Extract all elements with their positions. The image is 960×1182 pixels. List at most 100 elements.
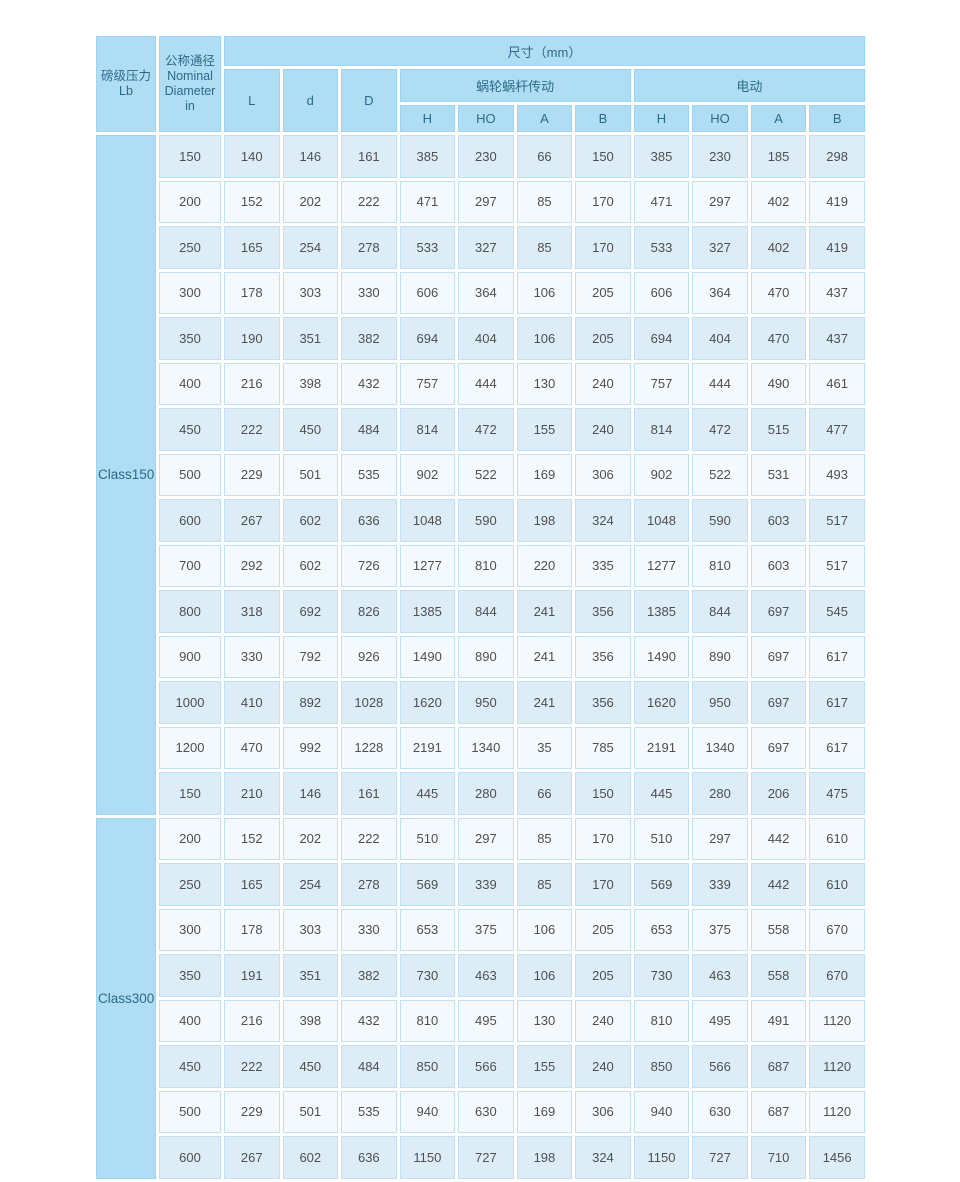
value-cell: 517: [809, 499, 865, 542]
value-cell: 558: [750, 908, 807, 951]
table-row: 300 178 303 330 653 375 106 205 653 375 558 670: [96, 908, 865, 951]
value-cell: 155: [516, 408, 573, 451]
value-cell: 636: [341, 499, 397, 542]
value-cell: 475: [809, 772, 865, 815]
value-cell: 165: [224, 863, 280, 906]
table-row: 250 165 254 278 533 327 85 170 533 327 402 419: [96, 226, 865, 269]
value-cell: 330: [341, 908, 397, 951]
table-row: 350 191 351 382 730 463 106 205 730 463 558 670: [96, 954, 865, 997]
value-cell: 240: [575, 1045, 631, 1088]
value-cell: 85: [516, 180, 573, 223]
value-cell: 165: [224, 226, 280, 269]
value-cell: 630: [458, 1090, 514, 1133]
value-cell: 375: [458, 908, 514, 951]
value-cell: 727: [458, 1136, 514, 1179]
diameter-cell: 450: [159, 408, 221, 451]
value-cell: 463: [692, 954, 748, 997]
value-cell: 630: [692, 1090, 748, 1133]
value-cell: 697: [750, 635, 807, 678]
value-cell: 169: [516, 453, 573, 496]
value-cell: 106: [516, 954, 573, 997]
diameter-cell: 500: [159, 1090, 221, 1133]
value-cell: 470: [224, 726, 280, 769]
diameter-cell: 250: [159, 226, 221, 269]
value-cell: 710: [750, 1136, 807, 1179]
value-cell: 306: [575, 453, 631, 496]
value-cell: 330: [341, 271, 397, 314]
value-cell: 472: [458, 408, 514, 451]
value-cell: 146: [282, 772, 339, 815]
header-electric-HO: HO: [692, 105, 748, 132]
value-cell: 437: [809, 271, 865, 314]
value-cell: 810: [692, 544, 748, 587]
value-cell: 152: [224, 817, 280, 860]
value-cell: 1120: [809, 999, 865, 1042]
value-cell: 85: [516, 226, 573, 269]
value-cell: 140: [224, 135, 280, 178]
table-row: 600 267 602 636 1150 727 198 324 1150 727 710 1456: [96, 1136, 865, 1179]
value-cell: 306: [575, 1090, 631, 1133]
value-cell: 278: [341, 863, 397, 906]
value-cell: 364: [692, 271, 748, 314]
value-cell: 375: [692, 908, 748, 951]
value-cell: 890: [458, 635, 514, 678]
value-cell: 533: [633, 226, 690, 269]
value-cell: 267: [224, 1136, 280, 1179]
table-row: 450 222 450 484 814 472 155 240 814 472 515 477: [96, 408, 865, 451]
table-row: 500 229 501 535 902 522 169 306 902 522 531 493: [96, 453, 865, 496]
value-cell: 185: [750, 135, 807, 178]
value-cell: 950: [692, 681, 748, 724]
value-cell: 590: [458, 499, 514, 542]
header-worm-A: A: [516, 105, 573, 132]
diameter-cell: 450: [159, 1045, 221, 1088]
value-cell: 493: [809, 453, 865, 496]
table-row: 450 222 450 484 850 566 155 240 850 566 687 1120: [96, 1045, 865, 1088]
value-cell: 495: [458, 999, 514, 1042]
value-cell: 202: [282, 180, 339, 223]
header-worm-B: B: [575, 105, 631, 132]
value-cell: 617: [809, 681, 865, 724]
diameter-cell: 200: [159, 180, 221, 223]
value-cell: 297: [458, 180, 514, 223]
value-cell: 254: [282, 863, 339, 906]
value-cell: 670: [809, 908, 865, 951]
value-cell: 385: [399, 135, 456, 178]
value-cell: 902: [633, 453, 690, 496]
value-cell: 694: [399, 317, 456, 360]
header-row-1: 磅级压力 Lb 公称通径 Nominal Diameter in 尺寸（mm）: [96, 36, 865, 132]
table-row: 200 152 202 222 471 297 85 170 471 297 402 419: [96, 180, 865, 223]
value-cell: 402: [750, 180, 807, 223]
value-cell: 442: [750, 863, 807, 906]
value-cell: 382: [341, 954, 397, 997]
value-cell: 280: [692, 772, 748, 815]
table-row: 150 210 146 161 445 280 66 150 445 280 206 475: [96, 772, 865, 815]
value-cell: 602: [282, 1136, 339, 1179]
value-cell: 161: [341, 772, 397, 815]
value-cell: 216: [224, 999, 280, 1042]
value-cell: 470: [750, 317, 807, 360]
value-cell: 432: [341, 362, 397, 405]
diameter-cell: 1200: [159, 726, 221, 769]
value-cell: 471: [633, 180, 690, 223]
value-cell: 617: [809, 726, 865, 769]
value-cell: 727: [692, 1136, 748, 1179]
diameter-cell: 200: [159, 817, 221, 860]
value-cell: 351: [282, 317, 339, 360]
value-cell: 757: [399, 362, 456, 405]
value-cell: 240: [575, 408, 631, 451]
value-cell: 161: [341, 135, 397, 178]
value-cell: 240: [575, 362, 631, 405]
value-cell: 222: [341, 180, 397, 223]
value-cell: 569: [399, 863, 456, 906]
value-cell: 1048: [633, 499, 690, 542]
value-cell: 1120: [809, 1045, 865, 1088]
value-cell: 216: [224, 362, 280, 405]
value-cell: 726: [341, 544, 397, 587]
value-cell: 220: [516, 544, 573, 587]
value-cell: 419: [809, 180, 865, 223]
header-electric-H: H: [633, 105, 690, 132]
value-cell: 339: [458, 863, 514, 906]
header-pressure-class: 磅级压力 Lb: [96, 36, 156, 132]
value-cell: 1620: [633, 681, 690, 724]
value-cell: 444: [458, 362, 514, 405]
